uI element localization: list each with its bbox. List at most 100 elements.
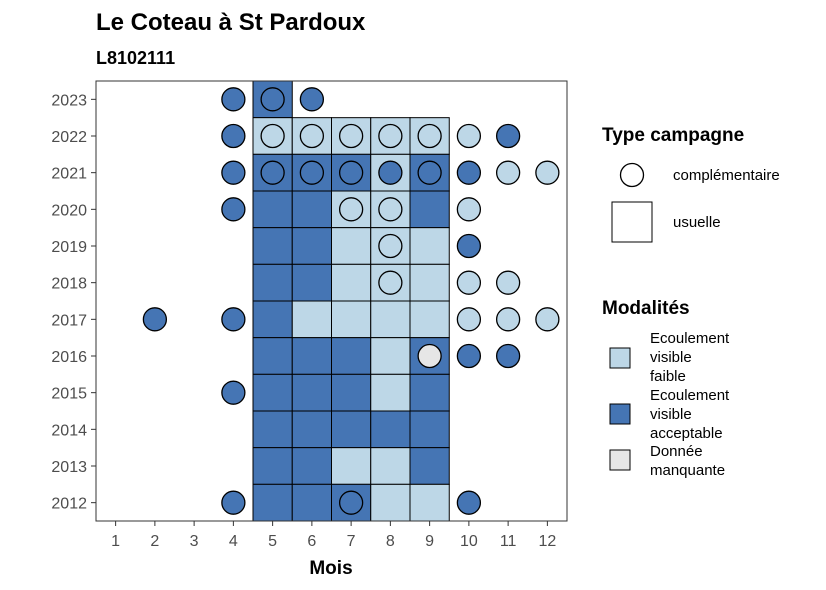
heatmap-cell: [252, 300, 293, 339]
heatmap-cell: [252, 373, 293, 412]
x-tick-label: 5: [268, 533, 277, 550]
data-point: [260, 160, 285, 185]
data-point: [417, 343, 442, 369]
y-tick-label: 2019: [51, 239, 87, 256]
legend-color-key: [609, 403, 631, 425]
x-axis: 1 2 3 4 5 6 7 8 9 10 11 12: [111, 521, 556, 550]
x-tick-label: 12: [538, 533, 556, 550]
heatmap-cell: [370, 447, 411, 485]
data-point: [338, 160, 364, 185]
data-point: [221, 380, 246, 405]
y-tick-label: 2017: [51, 312, 87, 329]
complementaire-points: [142, 87, 560, 515]
x-tick-label: 9: [425, 533, 434, 550]
data-point: [221, 197, 246, 222]
heatmap-cell: [291, 263, 332, 302]
y-tick-label: 2020: [51, 202, 87, 219]
data-point: [456, 307, 482, 332]
data-point: [299, 160, 325, 185]
heatmap-cell: [409, 447, 450, 485]
chart-title: Le Coteau à St Pardoux: [96, 9, 366, 36]
heatmap-cell: [331, 337, 372, 375]
heatmap-cell: [370, 483, 411, 522]
data-point: [142, 307, 168, 332]
heatmap-cell: [291, 337, 332, 375]
x-tick-label: 3: [190, 533, 199, 550]
plot-panel-border: [95, 80, 568, 522]
data-point: [535, 307, 560, 332]
heatmap-cell: [409, 373, 450, 412]
data-point: [456, 343, 482, 369]
heatmap-cell: [291, 447, 332, 485]
heatmap-cell: [409, 483, 450, 522]
heatmap-cell: [331, 190, 372, 229]
heatmap-cell: [291, 300, 332, 339]
data-point: [456, 233, 482, 259]
legend-mod-label: visible: [650, 406, 692, 423]
data-point: [535, 160, 560, 185]
data-point: [299, 87, 325, 112]
y-tick-label: 2014: [51, 422, 87, 439]
heatmap-cell: [291, 190, 332, 229]
legend-mod-label: acceptable: [650, 425, 723, 442]
heatmap-cell: [252, 263, 293, 302]
heatmap-cell: [331, 300, 372, 339]
heatmap-cell: [331, 373, 372, 412]
heatmap-cell: [252, 483, 293, 522]
legend-color-key: [609, 347, 631, 369]
legend-mod-label: Ecoulement: [650, 387, 730, 404]
data-point: [378, 160, 403, 185]
data-point: [495, 160, 521, 185]
heatmap-cell: [252, 410, 293, 449]
heatmap-cell: [252, 227, 293, 265]
legend-square-key: [611, 201, 653, 243]
data-point: [378, 270, 403, 295]
heatmap-cell: [291, 373, 332, 412]
data-point: [338, 123, 364, 149]
data-point: [260, 123, 285, 149]
legend-modalites: Modalités Ecoulement visible faible Ecoulem…: [602, 298, 730, 479]
legend-circle-key: [619, 162, 645, 188]
y-tick-label: 2021: [51, 166, 87, 183]
legend-mod-label: faible: [650, 368, 686, 385]
legend-type-label: usuelle: [673, 214, 721, 231]
x-axis-title: Mois: [309, 558, 352, 579]
data-point: [221, 307, 246, 332]
x-tick-label: 8: [386, 533, 395, 550]
heatmap-cell: [409, 227, 450, 265]
x-tick-label: 1: [111, 533, 120, 550]
heatmap-cell: [291, 410, 332, 449]
data-point: [221, 160, 246, 185]
heatmap-cell: [370, 300, 411, 339]
data-point: [378, 197, 403, 222]
data-point: [456, 160, 482, 185]
legend-color-key: [609, 449, 631, 471]
x-tick-label: 11: [500, 533, 517, 550]
y-tick-label: 2016: [51, 349, 87, 366]
y-tick-label: 2015: [51, 386, 87, 403]
data-point: [495, 270, 521, 295]
y-tick-label: 2018: [51, 276, 87, 293]
heatmap-cell: [370, 373, 411, 412]
data-point: [417, 160, 442, 185]
heatmap-cell: [291, 153, 332, 192]
heatmap-cell: [291, 483, 332, 522]
data-point: [456, 123, 482, 149]
heatmap-cell: [252, 190, 293, 229]
heatmap-cell: [370, 410, 411, 449]
heatmap-cell: [331, 227, 372, 265]
legend-mod-label: visible: [650, 349, 692, 366]
data-point: [338, 197, 364, 222]
data-point: [456, 197, 482, 222]
heatmap-cell: [331, 410, 372, 449]
heatmap-cell: [409, 410, 450, 449]
data-point: [456, 270, 482, 295]
x-tick-label: 6: [307, 533, 316, 550]
heatmap-cell: [409, 190, 450, 229]
data-point: [221, 87, 246, 112]
x-tick-label: 10: [460, 533, 478, 550]
legend-type-title: Type campagne: [602, 125, 744, 146]
x-tick-label: 7: [347, 533, 356, 550]
y-axis: 2012 2013 2014 2015 2016 2017 2018 2019 2020 2021…: [51, 92, 96, 513]
